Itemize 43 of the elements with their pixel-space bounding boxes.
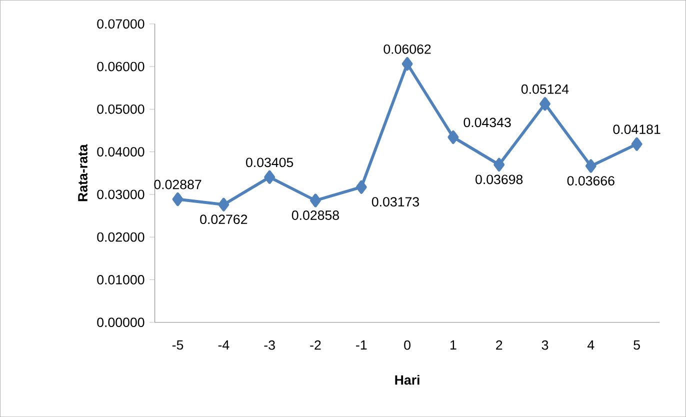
point <box>585 159 596 173</box>
x-tick-label: -3 <box>264 340 275 350</box>
data-label: 0.02887 <box>154 180 202 190</box>
point <box>631 137 642 151</box>
data-label: 0.04343 <box>464 118 511 128</box>
point <box>310 194 321 208</box>
x-tick-label: 3 <box>542 340 548 350</box>
x-tick-label: -1 <box>356 340 367 350</box>
point <box>494 158 505 172</box>
point <box>356 180 367 194</box>
y-axis-title: Rata-rata <box>78 144 88 202</box>
y-tick-label: 0.06000 <box>97 62 144 72</box>
data-label: 0.02858 <box>292 210 339 220</box>
x-tick-label: -4 <box>218 340 230 350</box>
x-tick-label: 4 <box>588 340 594 350</box>
y-tick-label: 0.04000 <box>97 147 144 156</box>
data-label: 0.03405 <box>246 158 294 168</box>
point <box>264 170 276 184</box>
x-tick-label: 5 <box>634 340 640 350</box>
data-label: 0.03173 <box>372 197 419 206</box>
y-tick-label: 0.00000 <box>97 318 144 327</box>
y-tick-label: 0.01000 <box>97 274 144 284</box>
x-tick-label: 2 <box>496 340 502 350</box>
y-tick-label: 0.03000 <box>97 190 144 200</box>
x-tick-label: -5 <box>172 340 184 350</box>
point <box>402 57 413 71</box>
x-tick-label: -2 <box>310 340 321 350</box>
data-label: 0.06062 <box>384 44 431 54</box>
point <box>540 97 550 111</box>
data-label: 0.03666 <box>567 176 614 186</box>
y-tick-label: 0.05000 <box>97 104 144 114</box>
data-label: 0.05124 <box>521 84 569 94</box>
x-tick-label: 0 <box>404 340 410 350</box>
y-tick-label: 0.07000 <box>97 19 144 29</box>
x-tick-label: 1 <box>450 340 456 350</box>
point <box>172 192 184 206</box>
data-label: 0.04181 <box>613 124 660 134</box>
point <box>218 198 230 212</box>
y-tick-label: 0.02000 <box>97 232 144 242</box>
point <box>448 130 459 144</box>
x-axis-title: Hari <box>395 374 420 385</box>
data-label: 0.03698 <box>476 174 523 184</box>
data-label: 0.02762 <box>200 214 248 224</box>
